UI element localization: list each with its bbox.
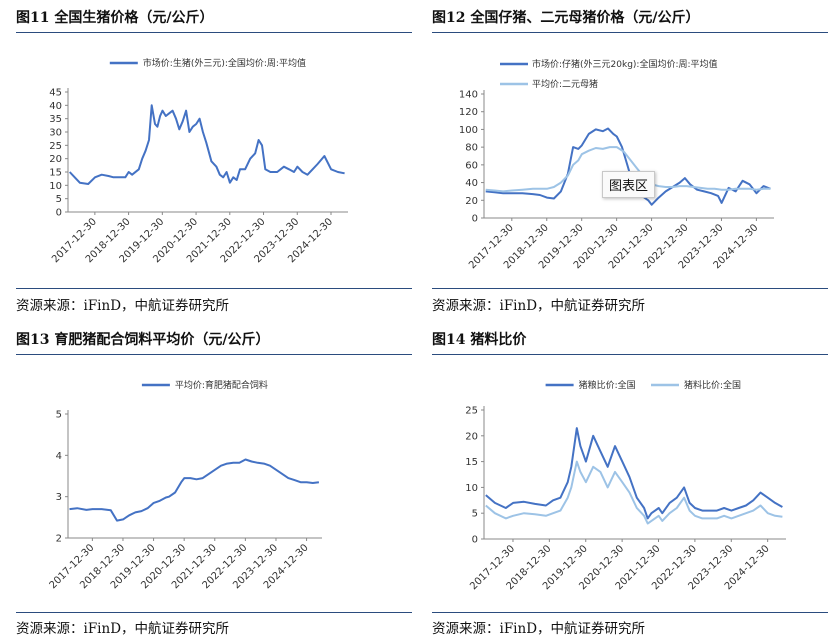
source-rule	[432, 612, 828, 613]
y-tick-label: 0	[56, 208, 62, 219]
y-tick-label: 25	[465, 406, 478, 417]
title-rule	[16, 32, 412, 33]
y-tick-label: 5	[472, 509, 478, 520]
source-rule	[16, 288, 412, 289]
series-line	[485, 427, 783, 520]
legend-label: 市场价:生猪(外三元):全国均价:周:平均值	[143, 57, 306, 69]
y-tick-label: 3	[56, 492, 62, 503]
y-tick-label: 30	[49, 128, 62, 139]
y-tick-label: 100	[459, 125, 478, 136]
source-note: 资源来源：iFinD，中航证券研究所	[432, 621, 646, 637]
y-tick-label: 20	[49, 154, 62, 165]
y-tick-label: 120	[459, 107, 478, 118]
y-tick-label: 15	[49, 168, 62, 179]
chart-svg: 市场价:生猪(外三元):全国均价:周:平均值 0 5 10 15 20 25 30 35 40 45…	[49, 57, 348, 265]
chart-area-tooltip: 图表区	[602, 171, 656, 198]
y-tick-label: 40	[49, 101, 62, 112]
series-line	[485, 146, 771, 193]
title-rule	[16, 354, 412, 355]
y-tick-label: 10	[465, 483, 478, 494]
legend-label: 平均价:二元母猪	[532, 78, 598, 90]
y-tick-label: 20	[465, 196, 478, 207]
y-tick-label: 40	[465, 178, 478, 189]
series-line	[69, 458, 320, 522]
chart-title: 图13 育肥猪配合饲料平均价（元/公斤）	[16, 332, 270, 348]
source-rule	[16, 612, 412, 613]
y-tick-label: 4	[56, 451, 62, 462]
y-tick-label: 0	[472, 535, 478, 546]
title-rule	[432, 354, 828, 355]
y-tick-label: 35	[49, 114, 62, 125]
title-rule	[432, 32, 828, 33]
y-tick-label: 25	[49, 141, 62, 152]
chart-svg: 猪粮比价:全国 猪料比价:全国05101520252017-12-302018-1…	[465, 379, 786, 592]
y-tick-label: 140	[459, 90, 478, 101]
source-note: 资源来源：iFinD，中航证券研究所	[16, 621, 230, 637]
y-tick-label: 20	[465, 431, 478, 442]
y-tick-label: 2	[56, 534, 62, 545]
legend-label: 猪粮比价:全国	[579, 379, 636, 391]
y-tick-label: 10	[49, 181, 62, 192]
y-tick-label: 5	[56, 194, 62, 205]
source-note: 资源来源：iFinD，中航证券研究所	[16, 298, 230, 314]
y-tick-label: 60	[465, 160, 478, 171]
y-tick-label: 5	[56, 410, 62, 421]
y-tick-label: 45	[49, 88, 62, 99]
y-tick-label: 15	[465, 457, 478, 468]
legend-label: 市场价:仔猪(外三元20kg):全国均价:周:平均值	[532, 58, 718, 70]
chart-title: 图14 猪料比价	[432, 332, 527, 348]
chart-title: 图11 全国生猪价格（元/公斤）	[16, 10, 214, 26]
chart-svg: 平均价:育肥猪配合饲料23452017-12-302018-12-302019-…	[48, 379, 322, 591]
source-note: 资源来源：iFinD，中航证券研究所	[432, 298, 646, 314]
series-line	[68, 104, 345, 185]
y-tick-label: 80	[465, 143, 478, 154]
series-line	[485, 460, 783, 525]
y-tick-label: 0	[472, 214, 478, 225]
chart-title: 图12 全国仔猪、二元母猪价格（元/公斤）	[432, 10, 700, 26]
legend-label: 平均价:育肥猪配合饲料	[175, 379, 268, 391]
source-rule	[432, 288, 828, 289]
legend-label: 猪料比价:全国	[684, 379, 741, 391]
